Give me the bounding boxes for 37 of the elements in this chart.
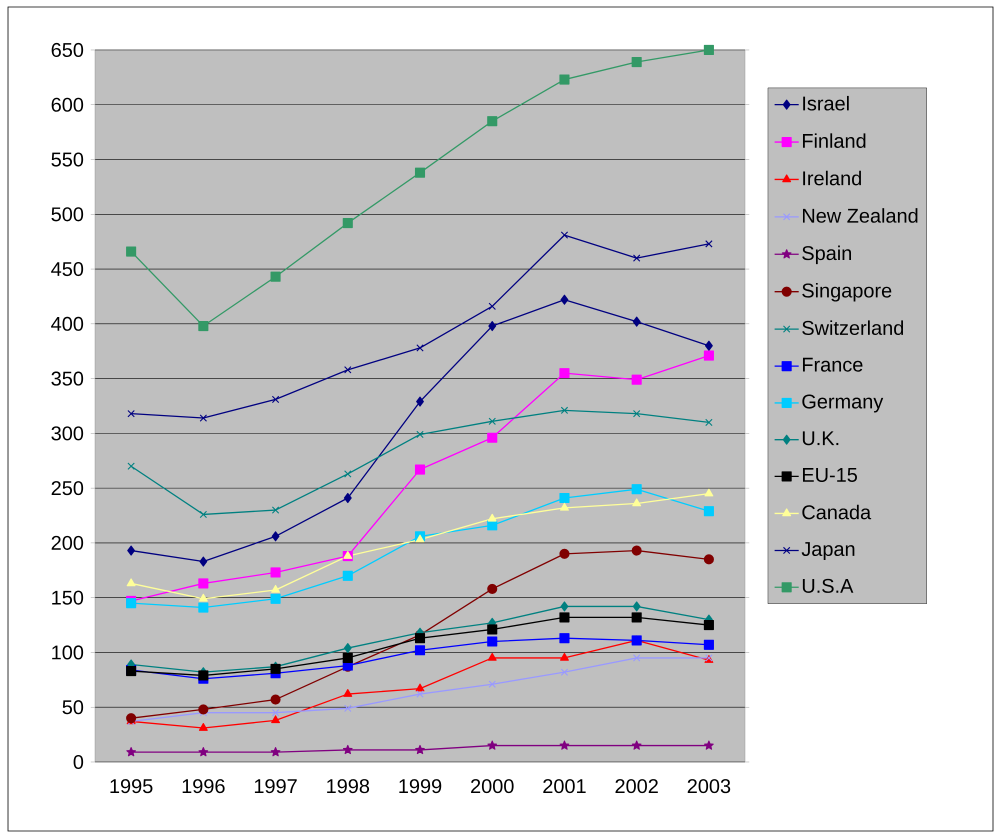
- y-tick-label: 350: [51, 372, 84, 386]
- y-tick-label: 450: [51, 262, 84, 276]
- y-tick-label: 250: [52, 481, 84, 496]
- x-tick-label: 1997: [254, 779, 297, 794]
- x-tick-label: 1998: [327, 779, 370, 794]
- x-tick-label: 2002: [616, 779, 658, 794]
- y-tick-label: 400: [51, 316, 84, 331]
- legend-label: France: [802, 358, 862, 372]
- y-tick-label: 600: [52, 98, 84, 112]
- y-tick-label: 50: [62, 700, 84, 714]
- y-tick-label: 500: [51, 207, 84, 222]
- legend-label: Switzerland: [802, 320, 904, 336]
- legend-label: U.K.: [802, 431, 838, 446]
- legend-label: Ireland: [803, 170, 861, 186]
- x-tick-label: 1999: [399, 779, 442, 794]
- legend-label: Finland: [802, 133, 866, 148]
- x-tick-label: 2003: [688, 779, 730, 794]
- y-tick-label: 0: [74, 754, 84, 770]
- x-tick-label: 2000: [471, 779, 514, 794]
- y-tick-label: 150: [52, 590, 84, 605]
- legend-label: Canada: [802, 504, 872, 520]
- x-tick-label: 1996: [182, 779, 225, 794]
- x-tick-label: 1995: [110, 779, 152, 794]
- legend-label: Germany: [802, 394, 884, 413]
- y-tick-label: 300: [51, 426, 84, 440]
- legend-label: EU-15: [802, 468, 857, 482]
- legend-label: U.S.A: [802, 578, 854, 593]
- x-tick-label: 2001: [543, 779, 586, 794]
- y-tick-label: 200: [52, 536, 84, 550]
- legend-label: Japan: [802, 542, 854, 560]
- legend-label: Israel: [803, 96, 849, 111]
- y-tick-label: 100: [52, 645, 84, 660]
- legend-label: Singapore: [802, 282, 892, 302]
- y-tick-label: 650: [52, 42, 84, 58]
- y-tick-label: 550: [51, 152, 84, 167]
- legend-label: Spain: [802, 246, 851, 264]
- legend-label: New Zealand: [802, 208, 918, 223]
